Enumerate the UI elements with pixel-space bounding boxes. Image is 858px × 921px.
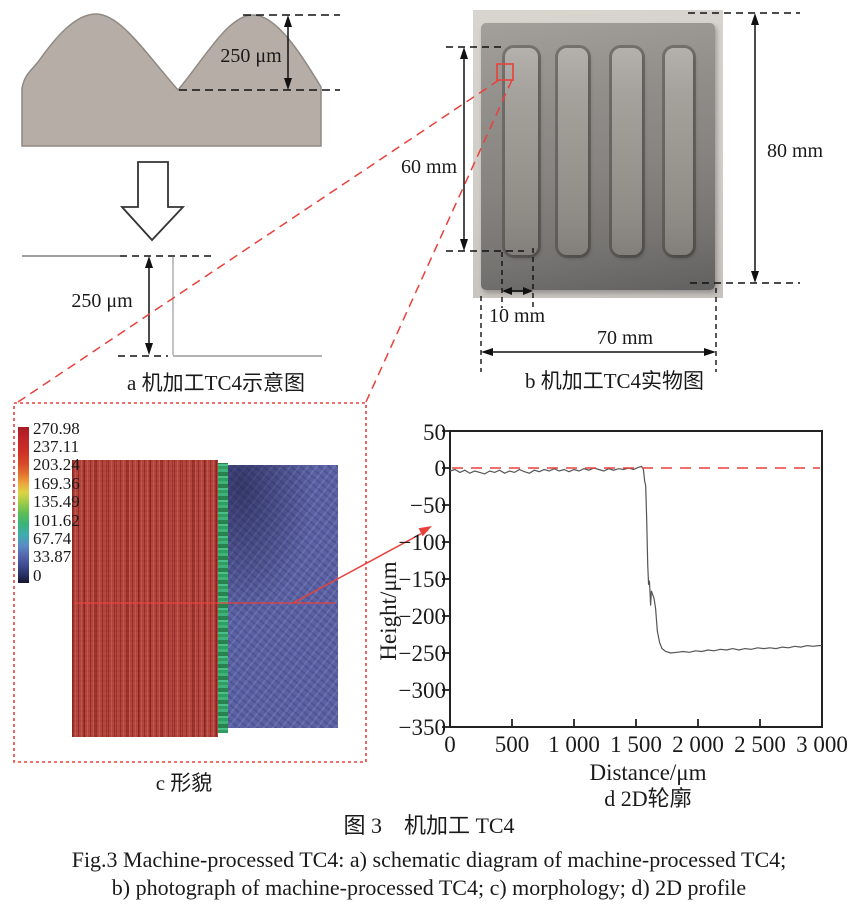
svg-text:1 000: 1 000 <box>548 732 600 757</box>
tc4-plate <box>481 23 715 290</box>
svg-text:2 500: 2 500 <box>734 732 786 757</box>
x-tick-labels: 0 500 1 000 1 500 2 000 2 500 3 000 <box>444 732 848 757</box>
svg-text:500: 500 <box>495 732 530 757</box>
profile-location-line <box>75 529 429 604</box>
svg-text:−100: −100 <box>399 530 446 555</box>
plate-ridge-4 <box>665 48 693 255</box>
panel-b-caption: b 机加工TC4实物图 <box>524 369 705 393</box>
x-tick-marks <box>511 719 761 727</box>
figure-caption-en-1: Fig.3 Machine-processed TC4: a) schemati… <box>71 847 787 872</box>
plate-ridge-3 <box>612 48 642 255</box>
colorbar-label-1: 237.11 <box>33 437 80 456</box>
panel-d-caption: d 2D轮廓 <box>604 786 692 811</box>
y-tick-marks <box>442 430 450 728</box>
morphology-machined-region <box>72 460 218 737</box>
svg-text:50: 50 <box>423 420 446 445</box>
svg-text:−200: −200 <box>399 604 446 629</box>
profile-data-line <box>449 465 822 654</box>
chart-y-axis-title: Height/μm <box>376 561 401 661</box>
svg-text:−350: −350 <box>399 715 446 740</box>
dim-80mm-label: 80 mm <box>766 140 824 162</box>
svg-text:−250: −250 <box>399 641 446 666</box>
dim-250-peak-arrowheads <box>284 15 292 90</box>
dim-step-label: 250 μm <box>71 290 133 312</box>
panel-c-caption: c 形貌 <box>155 771 213 795</box>
morphology-frame <box>13 402 367 763</box>
dim-10mm-label: 10 mm <box>488 305 546 327</box>
zoom-connector-lines <box>17 79 513 403</box>
svg-text:−150: −150 <box>399 567 446 592</box>
colorbar-label-4: 135.49 <box>33 492 80 511</box>
dim-60mm-label: 60 mm <box>400 156 458 178</box>
colorbar-label-5: 101.62 <box>33 511 80 530</box>
y-tick-labels: 50 0 −50 −100 −150 −200 −250 −300 −350 <box>399 420 446 740</box>
dim-peak-label: 250 μm <box>220 45 282 67</box>
dim-60mm-arrowheads <box>460 47 468 251</box>
colorbar-label-8: 0 <box>33 566 42 585</box>
svg-text:0: 0 <box>444 732 456 757</box>
step-profile-lines <box>22 255 322 357</box>
colorbar-label-3: 169.36 <box>33 474 80 493</box>
svg-text:0: 0 <box>435 456 447 481</box>
wave-surface-shape <box>21 13 322 147</box>
dim-10mm-arrowheads <box>502 287 533 295</box>
colorbar-label-0: 270.98 <box>33 419 80 438</box>
zoom-region-box <box>496 63 514 81</box>
svg-text:−300: −300 <box>399 678 446 703</box>
down-arrow-icon <box>119 161 186 242</box>
dim-70mm <box>480 288 717 372</box>
dim-70mm-label: 70 mm <box>596 327 654 349</box>
profile-arrowhead <box>418 526 432 537</box>
morphology-recessed-region <box>228 465 338 728</box>
dim-80mm <box>688 12 800 284</box>
svg-text:1 500: 1 500 <box>610 732 662 757</box>
svg-text:−50: −50 <box>410 493 446 518</box>
dim-250-step-arrowheads <box>145 256 153 355</box>
height-colorbar <box>18 427 29 583</box>
colorbar-label-2: 203.24 <box>33 455 80 474</box>
svg-text:2 000: 2 000 <box>672 732 724 757</box>
dim-60mm <box>446 46 524 252</box>
tc4-photo <box>473 10 723 298</box>
figure-caption-zh: 图 3 机加工 TC4 <box>343 813 515 838</box>
dim-10mm <box>501 248 534 308</box>
colorbar-label-6: 67.74 <box>33 529 72 548</box>
dim-70mm-arrowheads <box>481 348 716 356</box>
morphology-edge-strip <box>218 463 228 733</box>
chart-axes <box>442 430 823 728</box>
plate-ridge-2 <box>558 48 588 255</box>
svg-text:3 000: 3 000 <box>796 732 848 757</box>
dim-80mm-arrowheads <box>751 13 759 283</box>
panel-a-caption: a 机加工TC4示意图 <box>127 371 305 395</box>
colorbar-label-7: 33.87 <box>33 547 72 566</box>
chart-x-axis-title: Distance/μm <box>589 760 707 785</box>
figure-caption-en-2: b) photograph of machine-processed TC4; … <box>111 875 747 900</box>
dim-250-peak-lines <box>179 14 340 91</box>
